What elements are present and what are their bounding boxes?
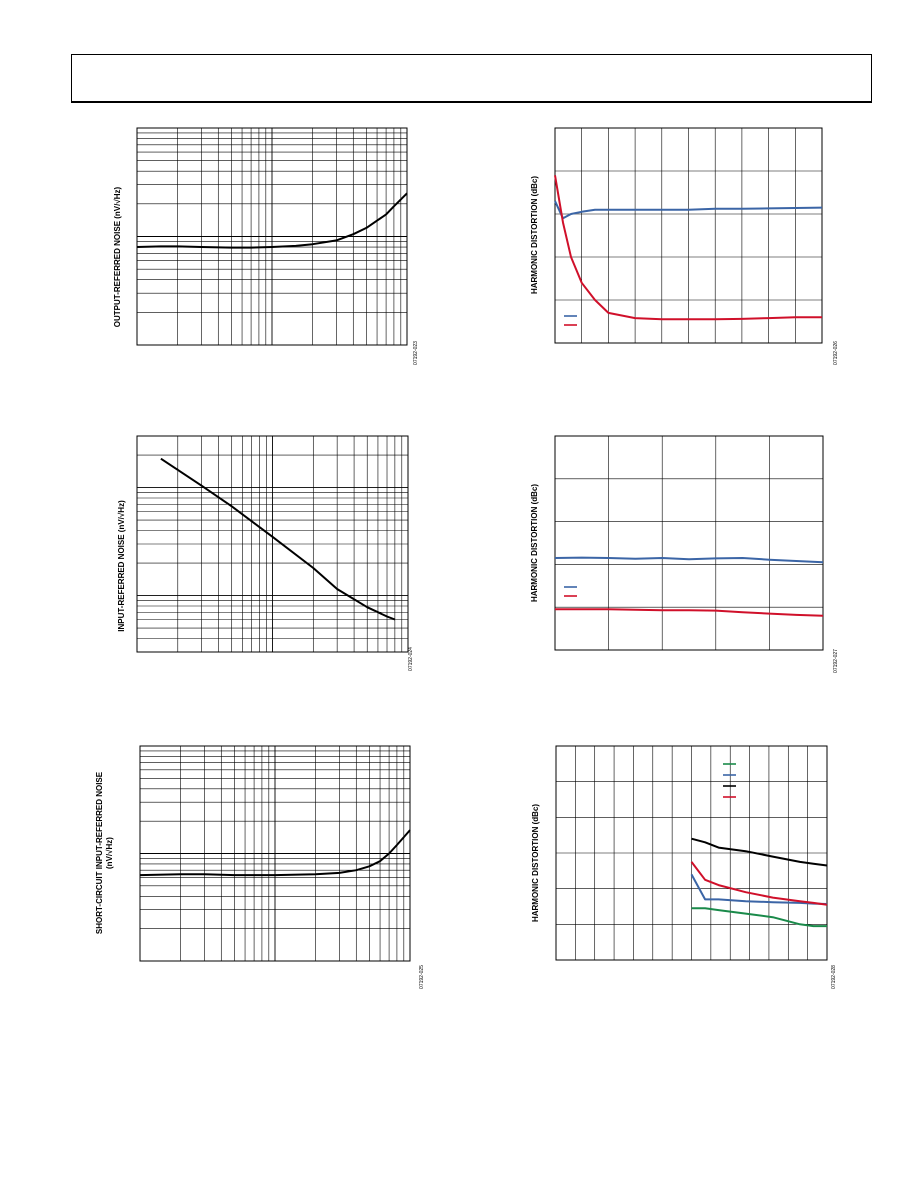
chart-4-plot-frame: [554, 127, 823, 344]
chart-3-ylabel-line2: (nV/√Hz): [105, 837, 114, 869]
chart-4-series-2-line: [554, 175, 822, 321]
chart-4-svg: [554, 127, 823, 344]
chart-5-series-2-line: [555, 608, 824, 617]
chart-3-figure-id: 07192-025: [418, 965, 425, 989]
chart-3-ylabel-line1: SHORT-CIRCUIT INPUT-REFERRED NOISE: [95, 771, 104, 935]
chart-2-figure-id: 07192-024: [407, 647, 414, 671]
chart-6-series-3-line: [691, 837, 828, 867]
chart-5-grid: [554, 435, 824, 651]
chart-5-ylabel: HARMONIC DISTORTION (dBc): [530, 483, 539, 603]
chart-short-circuit-noise: SHORT-CIRCUIT INPUT-REFERRED NOISE (nV/√…: [95, 738, 430, 998]
chart-5-figure-id: 07192-027: [832, 649, 839, 673]
chart-output-referred-noise: OUTPUT-REFERRED NOISE (nV/√Hz) 07192-023: [100, 120, 430, 380]
chart-6-series-2-line: [690, 873, 828, 905]
chart-3-grid: [139, 745, 411, 962]
chart-2-grid: [136, 435, 409, 653]
chart-harmonic-distortion-2: HARMONIC DISTORTION (dBc) 07192-027: [520, 428, 850, 688]
chart-6-ylabel: HARMONIC DISTORTION (dBc): [531, 803, 540, 923]
chart-harmonic-distortion-3: HARMONIC DISTORTION (dBc) 07192-028: [520, 738, 850, 998]
chart-2-plot-frame: [136, 435, 409, 653]
chart-1-series-1-line: [136, 192, 408, 249]
chart-4-grid: [554, 127, 823, 344]
chart-3-series-1-line: [139, 829, 411, 877]
chart-1-figure-id: 07192-023: [412, 341, 419, 365]
chart-4-figure-id: 07192-026: [832, 341, 839, 365]
chart-2-ylabel: INPUT-REFERRED NOISE (nV/√Hz): [117, 500, 126, 632]
chart-5-svg: [554, 435, 824, 651]
chart-6-plot-frame: [555, 745, 828, 961]
chart-6-series-1-line: [691, 907, 827, 928]
chart-4-ylabel: HARMONIC DISTORTION (dBc): [530, 175, 539, 295]
chart-1-svg: [136, 127, 408, 346]
chart-6-figure-id: 07192-028: [830, 965, 837, 989]
chart-1-ylabel: OUTPUT-REFERRED NOISE (nV/√Hz): [113, 186, 122, 328]
chart-4-series-1-line: [554, 200, 823, 220]
chart-5-series-1-line: [554, 556, 824, 564]
page-header-box: [71, 54, 872, 103]
chart-input-referred-noise: INPUT-REFERRED NOISE (nV/√Hz) 07192-024: [100, 428, 430, 688]
chart-2-svg: [136, 435, 409, 653]
chart-5-plot-frame: [554, 435, 824, 651]
chart-harmonic-distortion-1: HARMONIC DISTORTION (dBc) 07192-026: [520, 120, 850, 380]
chart-3-svg: [139, 745, 411, 962]
chart-1-grid: [136, 127, 408, 346]
chart-1-plot-frame: [136, 127, 408, 346]
chart-6-svg: [555, 745, 828, 961]
chart-2-series-1-line: [160, 457, 396, 621]
chart-6-series-4-line: [690, 861, 828, 906]
chart-3-ylabel: SHORT-CIRCUIT INPUT-REFERRED NOISE (nV/√…: [95, 743, 115, 963]
chart-6-grid: [555, 745, 828, 961]
chart-3-plot-frame: [139, 745, 411, 962]
